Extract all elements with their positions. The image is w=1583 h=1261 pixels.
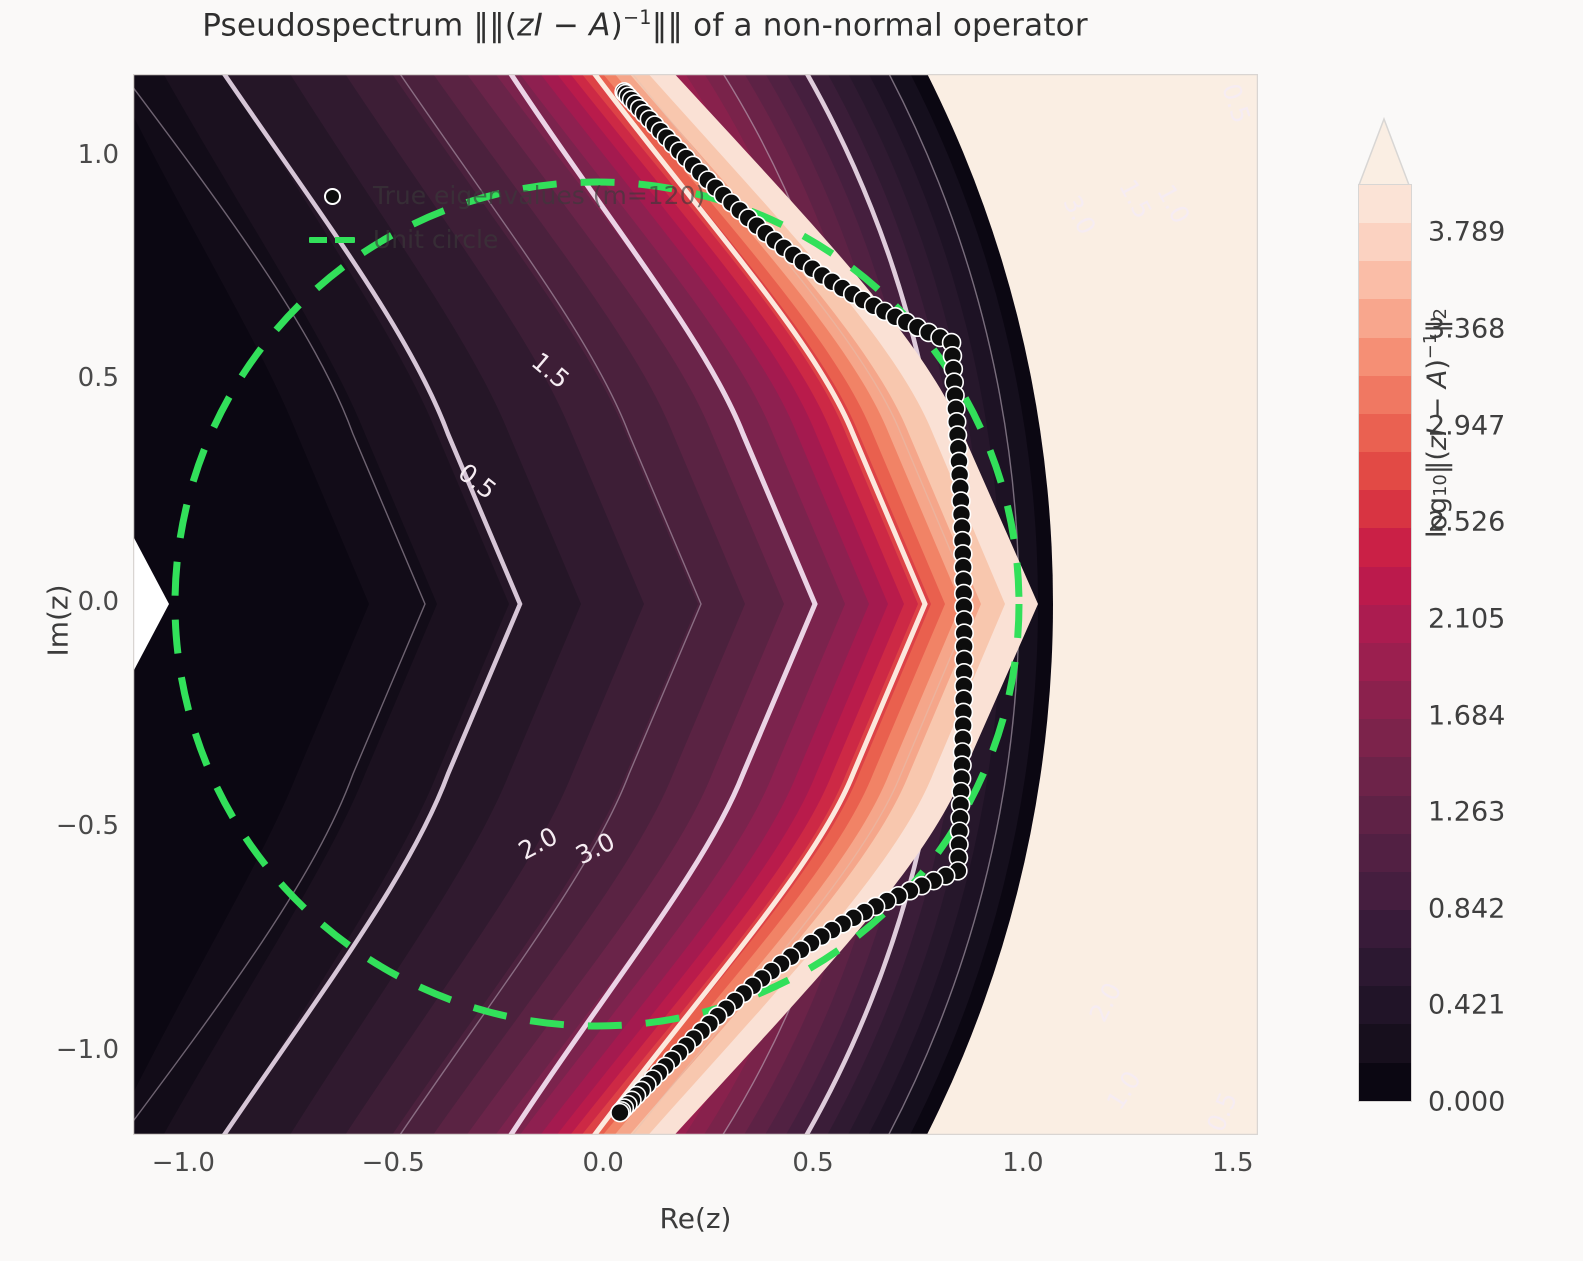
- colorbar-band: [1359, 833, 1411, 872]
- colorbar-band: [1359, 1024, 1411, 1063]
- title-prefix: Pseudospectrum: [202, 7, 474, 44]
- legend-item-unit-circle[interactable]: Unit circle: [309, 218, 705, 262]
- colorbar-band: [1359, 375, 1411, 414]
- title-z: z: [517, 7, 534, 44]
- plot-area[interactable]: 0.5 1.5 1.0 1.5 3.0 0.5 2.0 3.0 2.0 1.0 0.5 True e…: [133, 74, 1258, 1135]
- cb-norm-open: ‖(: [1422, 450, 1453, 475]
- y-tick-label: 0.5: [77, 363, 119, 394]
- title-i: I: [533, 7, 543, 44]
- colorbar-tick-label: 2.947: [1428, 410, 1506, 442]
- cb-close: ): [1422, 359, 1453, 370]
- colorbar-band: [1359, 413, 1411, 453]
- legend-label-eigenvalues: True eigenvalues (m=120): [373, 181, 706, 210]
- colorbar-label: log10‖(zI − A)−1‖2: [1420, 213, 1453, 633]
- cb-a: A: [1422, 369, 1453, 389]
- x-tick-label: −1.0: [151, 1148, 215, 1178]
- cb-log: log: [1422, 496, 1453, 538]
- y-tick-label: 0.0: [77, 587, 119, 618]
- x-tick-label: 0.5: [792, 1148, 834, 1178]
- legend-item-eigenvalues[interactable]: True eigenvalues (m=120): [309, 174, 705, 218]
- colorbar-band: [1359, 948, 1411, 987]
- singularity-notch: [133, 536, 169, 672]
- colorbar-band: [1359, 719, 1411, 758]
- title-norm-open: ‖‖(: [473, 7, 518, 44]
- y-tick-label: −0.5: [55, 811, 119, 842]
- colorbar-band: [1359, 909, 1411, 949]
- legend-label-unit-circle: Unit circle: [373, 225, 499, 254]
- cb-exp: −1: [1420, 332, 1441, 360]
- x-tick-label: −0.5: [361, 1148, 425, 1178]
- colorbar-tick-label: 0.421: [1428, 989, 1506, 1021]
- colorbar-band: [1359, 604, 1411, 643]
- dashed-line-icon: [309, 237, 355, 243]
- colorbar-band: [1359, 452, 1411, 491]
- unit-circle: [171, 178, 1023, 1030]
- colorbar-tick-label: 3.789: [1428, 216, 1506, 248]
- colorbar-gradient[interactable]: [1358, 184, 1412, 1102]
- colorbar-tick-label: 1.263: [1428, 796, 1506, 828]
- title-norm-close: ‖‖: [651, 7, 684, 44]
- field-group: 0.51.51.01.53.00.52.0 3.02.01.0 0.5: [133, 74, 1258, 1135]
- pseudospectrum-canvas: 0.51.51.01.53.00.52.0 3.02.01.0 0.5: [133, 74, 1258, 1135]
- colorbar-band: [1359, 642, 1411, 682]
- title-exponent: −1: [622, 6, 652, 29]
- title-close-paren: ): [610, 7, 623, 44]
- cb-i: I: [1422, 427, 1453, 436]
- colorbar-band: [1359, 986, 1411, 1025]
- y-axis-label: Im(z): [41, 584, 75, 657]
- colorbar-band: [1359, 1062, 1411, 1101]
- colorbar-tick-label: 0.842: [1428, 893, 1506, 925]
- colorbar-tick-label: 3.368: [1428, 313, 1506, 345]
- colorbar-band: [1359, 261, 1411, 300]
- axes-frame: [133, 74, 1258, 1135]
- colorbar-band: [1359, 795, 1411, 834]
- colorbar-band: [1359, 223, 1411, 262]
- colorbar-band: [1359, 528, 1411, 567]
- title-suffix: of a non-normal operator: [683, 7, 1088, 44]
- colorbar-tick-label: 2.526: [1428, 506, 1506, 538]
- cb-norm-close: ‖: [1422, 319, 1453, 333]
- eigenvalue-scatter: [610, 82, 974, 1123]
- colorbar-band: [1359, 681, 1411, 720]
- colorbar-band: [1359, 299, 1411, 338]
- eigenvalue-point: [610, 1102, 630, 1123]
- title-a: A: [589, 7, 611, 44]
- colorbar-tick-label: 0.000: [1428, 1086, 1506, 1118]
- colorbar-band: [1359, 566, 1411, 605]
- colorbar-band: [1359, 871, 1411, 910]
- x-axis-label: Re(z): [659, 1202, 732, 1235]
- colorbar-band: [1359, 757, 1411, 796]
- title-minus: −: [542, 7, 590, 44]
- x-tick-label: 0.0: [582, 1148, 624, 1178]
- cb-z: z: [1422, 435, 1453, 451]
- page-title: Pseudospectrum ‖‖(zI − A)−1‖‖ of a non-n…: [0, 6, 1290, 43]
- cb-minus: −: [1422, 388, 1453, 428]
- cb-norm-sub: 2: [1430, 308, 1451, 320]
- colorbar-band: [1359, 490, 1411, 529]
- colorbar-extend-arrow: [1357, 117, 1411, 186]
- circle-marker-icon: [309, 187, 355, 205]
- left-contour-lines: [133, 74, 974, 1135]
- y-tick-label: 1.0: [77, 139, 119, 170]
- colorbar-band: [1359, 185, 1411, 224]
- left-chevron-bands: [133, 74, 1038, 1135]
- colorbar-tick-label: 1.684: [1428, 700, 1506, 732]
- x-tick-label: 1.5: [1212, 1148, 1254, 1178]
- colorbar-band: [1359, 337, 1411, 376]
- legend[interactable]: True eigenvalues (m=120) Unit circle: [301, 170, 713, 266]
- y-tick-label: −1.0: [55, 1034, 119, 1065]
- colorbar-tick-label: 2.105: [1428, 603, 1506, 635]
- x-tick-label: 1.0: [1002, 1148, 1044, 1178]
- colorbar[interactable]: [1357, 117, 1412, 1102]
- cb-log-base: 10: [1430, 474, 1451, 497]
